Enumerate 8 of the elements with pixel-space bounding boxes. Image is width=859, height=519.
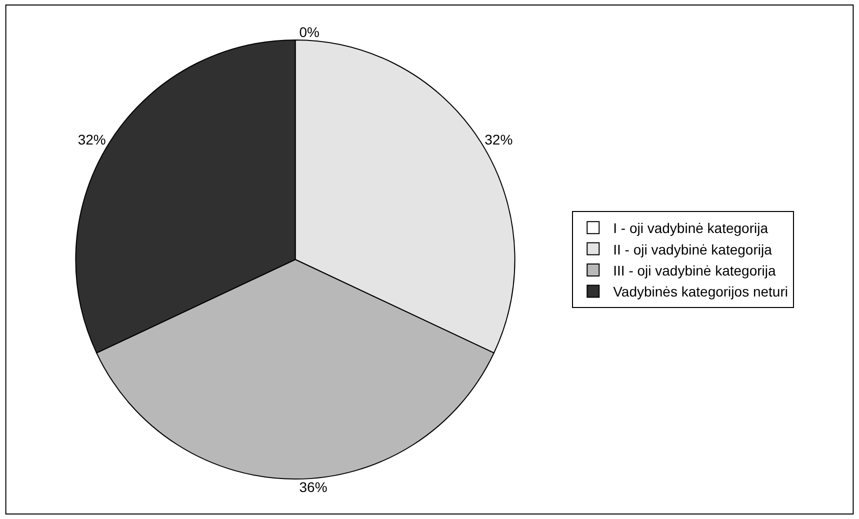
legend-label: II - oji vadybinė kategorija <box>613 241 772 258</box>
legend-label: Vadybinės kategorijos neturi <box>613 284 788 300</box>
text: 0% <box>299 24 320 40</box>
data-label: 32% <box>484 132 513 148</box>
data-label: 32% <box>78 132 106 148</box>
legend-label: III - oji vadybinė kategorija <box>613 262 776 278</box>
data-label: 36% <box>299 479 328 496</box>
legend-label: I - oji vadybinė kategorija <box>613 220 768 236</box>
